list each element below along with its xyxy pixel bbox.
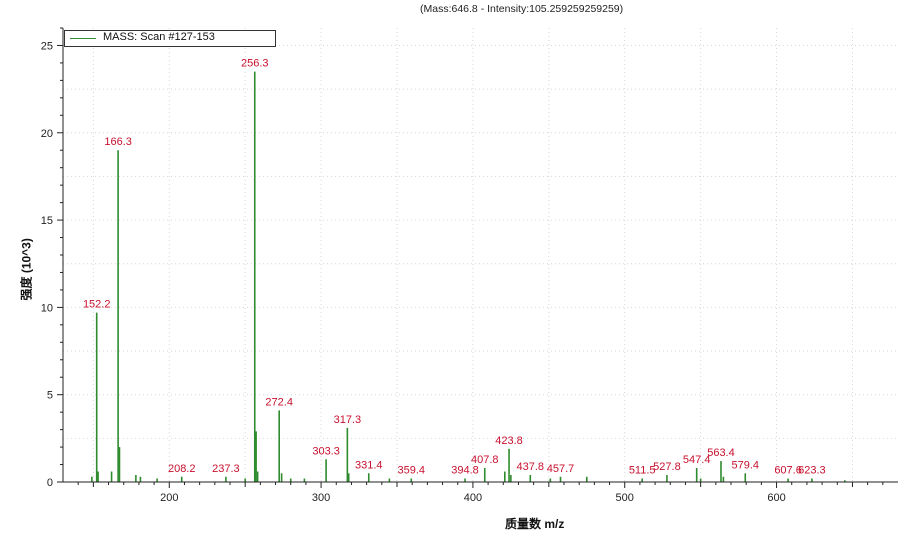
legend-line-swatch [70,38,96,39]
peak-label: 607.6 [774,465,802,477]
axes-layer [62,28,898,483]
peak-label: 527.8 [653,461,681,473]
x-tick-label: 200 [160,492,178,504]
peak-labels: 152.2 166.3 208.2 237.3 256.3 272.4 303.3 317.3… [83,58,826,477]
peak-label: 457.7 [547,463,575,475]
x-tick-label: 400 [464,492,482,504]
ticks-layer: 200 300 400 500 600 0 5 10 15 20 25 [41,27,884,504]
y-tick-label: 10 [41,302,53,314]
x-tick-label: 300 [312,492,330,504]
peak-label: 437.8 [517,461,545,473]
peak-label: 547.4 [683,454,711,466]
peak-label: 166.3 [104,136,132,148]
legend: MASS: Scan #127-153 [64,30,276,47]
y-tick-label: 5 [47,390,53,402]
x-axis-label: 质量数 m/z [505,517,565,531]
grid-layer [63,28,898,482]
y-axis-label: 强度 (10^3) [19,238,34,301]
peak-label: 623.3 [798,465,826,477]
peak-label: 152.2 [83,299,111,311]
peak-label: 511.5 [629,465,656,477]
y-tick-label: 20 [41,128,53,140]
spectrum-bars [91,71,846,482]
peak-label: 272.4 [265,396,293,408]
peak-label: 208.2 [168,463,196,475]
peak-label: 394.8 [451,465,479,477]
peak-label: 303.3 [312,445,340,457]
peak-label: 407.8 [471,454,499,466]
peak-label: 359.4 [398,465,426,477]
peak-label: 237.3 [212,463,240,475]
header-note: (Mass:646.8 - Intensity:105.259259259259… [420,3,624,15]
x-tick-label: 500 [616,492,634,504]
legend-label: MASS: Scan #127-153 [103,31,215,43]
peak-label: 423.8 [495,435,523,447]
peak-label: 579.4 [732,459,760,471]
peak-label: 256.3 [241,58,269,70]
y-tick-label: 0 [47,477,53,489]
peak-label: 331.4 [355,459,383,471]
x-tick-label: 600 [767,492,785,504]
y-tick-label: 25 [41,40,53,52]
y-tick-label: 15 [41,215,53,227]
peak-label: 317.3 [334,414,362,426]
peak-label: 563.4 [707,447,735,459]
